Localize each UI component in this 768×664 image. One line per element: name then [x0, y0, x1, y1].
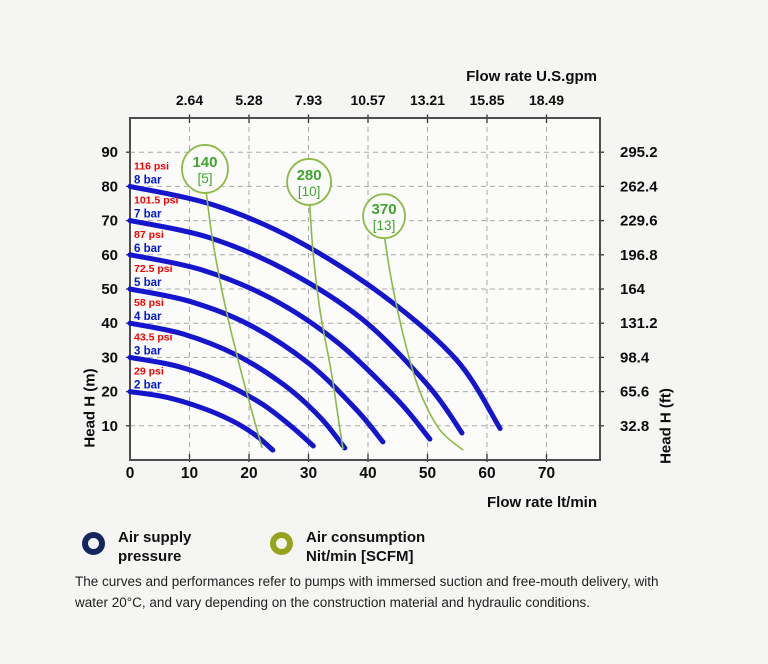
x-tick-label-gpm: 13.21 [410, 92, 445, 108]
psi-label: 43.5 psi [134, 331, 173, 343]
y-tick-label-ft: 229.6 [620, 213, 658, 230]
bar-label: 7 bar [134, 209, 162, 221]
y-tick-label-m: 90 [101, 144, 118, 161]
y-tick-label-ft: 196.8 [620, 247, 658, 264]
y-tick-label-ft: 98.4 [620, 349, 650, 366]
y-tick-label-ft: 131.2 [620, 315, 658, 332]
x-tick-label-gpm: 10.57 [350, 92, 385, 108]
psi-label: 72.5 psi [134, 263, 173, 275]
x-tick-label-gpm: 7.93 [295, 92, 322, 108]
pressure-curve-6bar [127, 252, 433, 442]
x-tick-label-ltmin: 40 [359, 465, 376, 482]
x-tick-label-gpm: 5.28 [235, 92, 262, 108]
footnote: The curves and performances refer to pum… [75, 574, 659, 610]
x-tick-label-ltmin: 10 [181, 465, 198, 482]
y-tick-label-m: 40 [101, 315, 118, 332]
y-tick-label-ft: 65.6 [620, 384, 649, 401]
x-tick-label-ltmin: 50 [419, 465, 436, 482]
air-supply-pressure-ring-icon [82, 532, 105, 555]
legend: Air supply pressure Air consumption Nit/… [0, 521, 768, 567]
y-tick-label-m: 20 [101, 384, 118, 401]
consumption-bubble-280 [286, 158, 332, 206]
consumption-bubble-370 [362, 193, 406, 240]
y-tick-label-m: 30 [101, 349, 118, 366]
x-tick-label-ltmin: 60 [478, 465, 495, 482]
pressure-curve-2bar [127, 389, 276, 453]
x-tick-label-ltmin: 0 [126, 465, 135, 482]
legend-item-air-consumption: Air consumption Nit/min [SCFM] [270, 528, 425, 566]
consumption-curve-370 [383, 237, 464, 451]
x-tick-label-ltmin: 70 [538, 465, 555, 482]
y-tick-label-m: 50 [101, 281, 118, 298]
bar-label: 5 bar [134, 277, 162, 289]
x-tick-label-gpm: 18.49 [529, 92, 564, 108]
right-axis-title: Head H (ft) [657, 388, 675, 464]
x-tick-label-gpm: 15.85 [469, 92, 504, 108]
bar-label: 3 bar [134, 345, 162, 357]
consumption-scfm-370: [13] [373, 218, 396, 233]
consumption-scfm-280: [10] [298, 184, 321, 199]
legend-label-air-consumption: Air consumption Nit/min [SCFM] [306, 529, 426, 565]
consumption-curve-280 [308, 204, 344, 450]
bottom-axis-title: Flow rate lt/min [486, 494, 597, 511]
x-tick-label-ltmin: 20 [240, 465, 257, 482]
left-axis-title: Head H (m) [81, 368, 99, 448]
pressure-curve-8bar [127, 183, 503, 431]
pressure-curve-3bar [127, 354, 316, 449]
pressure-curve-5bar [127, 286, 386, 445]
bar-label: 8 bar [134, 174, 162, 186]
bar-label: 2 bar [134, 380, 162, 392]
x-tick-label-gpm: 2.64 [176, 92, 203, 108]
y-tick-label-ft: 164 [620, 281, 646, 298]
legend-label-air-supply: Air supply pressure [118, 529, 192, 565]
consumption-value-370: 370 [372, 201, 397, 218]
psi-label: 58 psi [134, 297, 164, 309]
consumption-scfm-140: [5] [197, 171, 212, 186]
y-tick-label-m: 10 [101, 418, 118, 435]
consumption-curve-140 [205, 192, 263, 449]
y-tick-label-ft: 32.8 [620, 418, 649, 435]
x-tick-label-ltmin: 30 [300, 465, 317, 482]
consumption-value-140: 140 [192, 154, 217, 171]
consumption-value-280: 280 [297, 167, 322, 184]
psi-label: 101.5 psi [134, 195, 178, 207]
top-axis-title: Flow rate U.S.gpm [466, 68, 597, 85]
pressure-curve-7bar [127, 218, 465, 436]
y-tick-label-m: 70 [101, 213, 118, 230]
bar-label: 4 bar [134, 311, 162, 323]
bar-label: 6 bar [134, 243, 162, 255]
psi-label: 87 psi [134, 229, 164, 241]
consumption-bubble-140 [181, 144, 229, 194]
psi-label: 29 psi [134, 366, 164, 378]
psi-label: 116 psi [134, 160, 169, 172]
legend-item-air-supply: Air supply pressure [82, 528, 191, 566]
y-tick-label-ft: 262.4 [620, 178, 658, 195]
pressure-curve-4bar [127, 320, 348, 451]
y-tick-label-m: 60 [101, 247, 118, 264]
y-tick-label-ft: 295.2 [620, 144, 658, 161]
y-tick-label-m: 80 [101, 178, 118, 195]
air-consumption-ring-icon [270, 532, 293, 555]
